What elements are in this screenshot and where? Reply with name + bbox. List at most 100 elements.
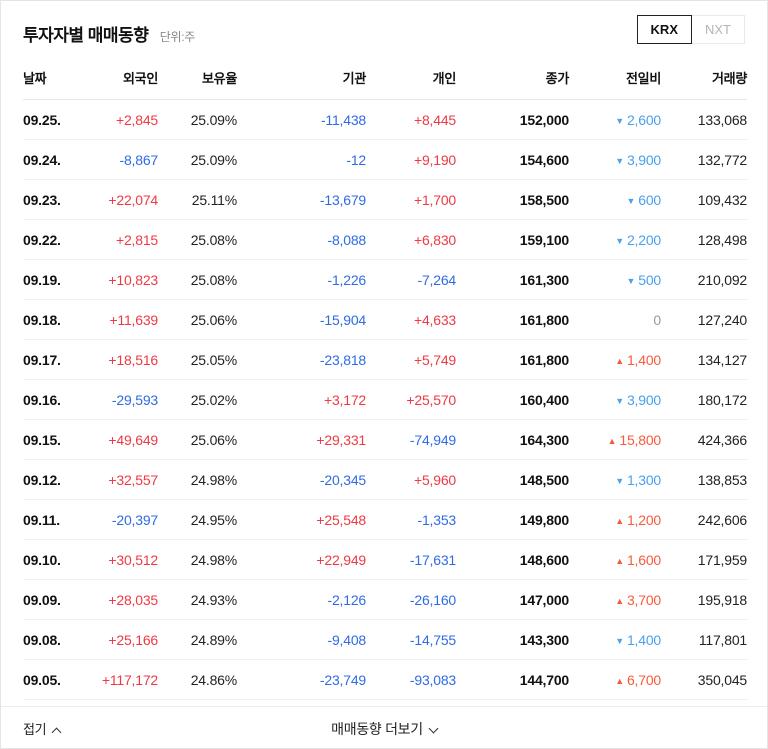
foreign-cell: +11,639	[83, 299, 158, 340]
arrow-up-icon: ▲	[607, 435, 617, 446]
inst-cell: +25,548	[237, 499, 366, 540]
foreign-cell: +28,035	[83, 579, 158, 620]
date-cell: 09.08.	[23, 619, 83, 660]
arrow-up-icon: ▲	[615, 595, 624, 606]
table-row: 09.11. -20,397 24.95% +25,548 -1,353 149,800 ▲…	[23, 499, 747, 540]
volume-cell: 109,432	[661, 179, 747, 220]
foreign-cell: -8,867	[83, 139, 158, 180]
table-row: 09.19. +10,823 25.08% -1,226 -7,264 161,300 ▼ 5…	[23, 259, 747, 300]
close-cell: 147,000	[456, 579, 569, 620]
inst-cell: +3,172	[237, 379, 366, 420]
table-row: 09.16. -29,593 25.02% +3,172 +25,570 160,400 ▼…	[23, 379, 747, 420]
volume-cell: 134,127	[661, 339, 747, 380]
close-cell: 159,100	[456, 219, 569, 260]
change-cell: ▼ 1,400	[569, 619, 661, 660]
inst-cell: -23,818	[237, 339, 366, 380]
ratio-cell: 24.89%	[158, 619, 237, 660]
ratio-cell: 25.09%	[158, 99, 237, 140]
tab-nxt[interactable]: NXT	[691, 15, 745, 44]
change-cell: ▲ 1,200	[569, 499, 661, 540]
collapse-button[interactable]: 접기	[23, 719, 62, 738]
unit-label: 단위:주	[159, 30, 196, 44]
inst-cell: -1,226	[237, 259, 366, 300]
indiv-cell: -93,083	[366, 659, 456, 700]
table-row: 09.08. +25,166 24.89% -9,408 -14,755 143,300 ▼…	[23, 619, 747, 660]
ratio-cell: 25.08%	[158, 219, 237, 260]
change-cell: ▼ 2,600	[569, 99, 661, 140]
date-cell: 09.12.	[23, 459, 83, 500]
indiv-cell: +9,190	[366, 139, 456, 180]
close-cell: 149,800	[456, 499, 569, 540]
market-tab-group: KRX NXT	[636, 15, 745, 44]
foreign-cell: +22,074	[83, 179, 158, 220]
trading-table: 날짜 외국인 보유율 기관 개인 종가 전일비 거래량 09.25. +2,845…	[23, 57, 747, 700]
indiv-cell: +1,700	[366, 179, 456, 220]
foreign-cell: +117,172	[83, 659, 158, 700]
table-row: 09.18. +11,639 25.06% -15,904 +4,633 161,800 0…	[23, 299, 747, 340]
change-cell: ▼ 3,900	[569, 379, 661, 420]
indiv-cell: -14,755	[366, 619, 456, 660]
indiv-cell: +8,445	[366, 99, 456, 140]
change-cell: ▼ 500	[569, 259, 661, 300]
volume-cell: 133,068	[661, 99, 747, 140]
date-cell: 09.05.	[23, 659, 83, 700]
volume-cell: 127,240	[661, 299, 747, 340]
foreign-cell: +18,516	[83, 339, 158, 380]
table-row: 09.24. -8,867 25.09% -12 +9,190 154,600 ▼ 3,900…	[23, 139, 747, 180]
column-header-volume: 거래량	[661, 57, 747, 100]
foreign-cell: +10,823	[83, 259, 158, 300]
date-cell: 09.10.	[23, 539, 83, 580]
table-row: 09.09. +28,035 24.93% -2,126 -26,160 147,000 ▲…	[23, 579, 747, 620]
indiv-cell: -26,160	[366, 579, 456, 620]
ratio-cell: 24.98%	[158, 459, 237, 500]
table-row: 09.17. +18,516 25.05% -23,818 +5,749 161,800 ▲…	[23, 339, 747, 380]
column-header-foreign: 외국인	[83, 57, 158, 100]
arrow-down-icon: ▼	[615, 235, 624, 246]
foreign-cell: +2,845	[83, 99, 158, 140]
column-header-date: 날짜	[23, 57, 83, 100]
close-cell: 148,500	[456, 459, 569, 500]
volume-cell: 350,045	[661, 659, 747, 700]
table-row: 09.05. +117,172 24.86% -23,749 -93,083 144,70…	[23, 659, 747, 700]
foreign-cell: +2,815	[83, 219, 158, 260]
more-button[interactable]: 매매동향 더보기	[1, 719, 767, 739]
widget-footer: 접기 매매동향 더보기	[1, 706, 767, 748]
change-cell: ▼ 1,300	[569, 459, 661, 500]
foreign-cell: -20,397	[83, 499, 158, 540]
arrow-down-icon: ▼	[615, 635, 624, 646]
date-cell: 09.23.	[23, 179, 83, 220]
close-cell: 161,800	[456, 299, 569, 340]
inst-cell: -20,345	[237, 459, 366, 500]
date-cell: 09.22.	[23, 219, 83, 260]
volume-cell: 424,366	[661, 419, 747, 460]
date-cell: 09.24.	[23, 139, 83, 180]
column-header-close: 종가	[456, 57, 569, 100]
volume-cell: 132,772	[661, 139, 747, 180]
ratio-cell: 24.95%	[158, 499, 237, 540]
table-header-row: 날짜 외국인 보유율 기관 개인 종가 전일비 거래량	[23, 57, 747, 100]
arrow-down-icon: ▼	[626, 195, 636, 206]
close-cell: 158,500	[456, 179, 569, 220]
inst-cell: -23,749	[237, 659, 366, 700]
inst-cell: -8,088	[237, 219, 366, 260]
ratio-cell: 24.86%	[158, 659, 237, 700]
volume-cell: 195,918	[661, 579, 747, 620]
ratio-cell: 25.02%	[158, 379, 237, 420]
close-cell: 148,600	[456, 539, 569, 580]
table-row: 09.10. +30,512 24.98% +22,949 -17,631 148,600…	[23, 539, 747, 580]
indiv-cell: +25,570	[366, 379, 456, 420]
arrow-down-icon: ▼	[615, 155, 624, 166]
ratio-cell: 25.06%	[158, 299, 237, 340]
collapse-label: 접기	[23, 722, 47, 737]
page-title: 투자자별 매매동향	[23, 26, 149, 45]
chevron-down-icon	[428, 723, 439, 734]
table-row: 09.23. +22,074 25.11% -13,679 +1,700 158,500 ▼…	[23, 179, 747, 220]
arrow-up-icon: ▲	[615, 675, 624, 686]
column-header-change: 전일비	[569, 57, 661, 100]
volume-cell: 171,959	[661, 539, 747, 580]
widget-header: 투자자별 매매동향 단위:주 KRX NXT	[1, 1, 767, 57]
close-cell: 161,800	[456, 339, 569, 380]
tab-krx[interactable]: KRX	[636, 15, 692, 44]
ratio-cell: 25.06%	[158, 419, 237, 460]
indiv-cell: -1,353	[366, 499, 456, 540]
